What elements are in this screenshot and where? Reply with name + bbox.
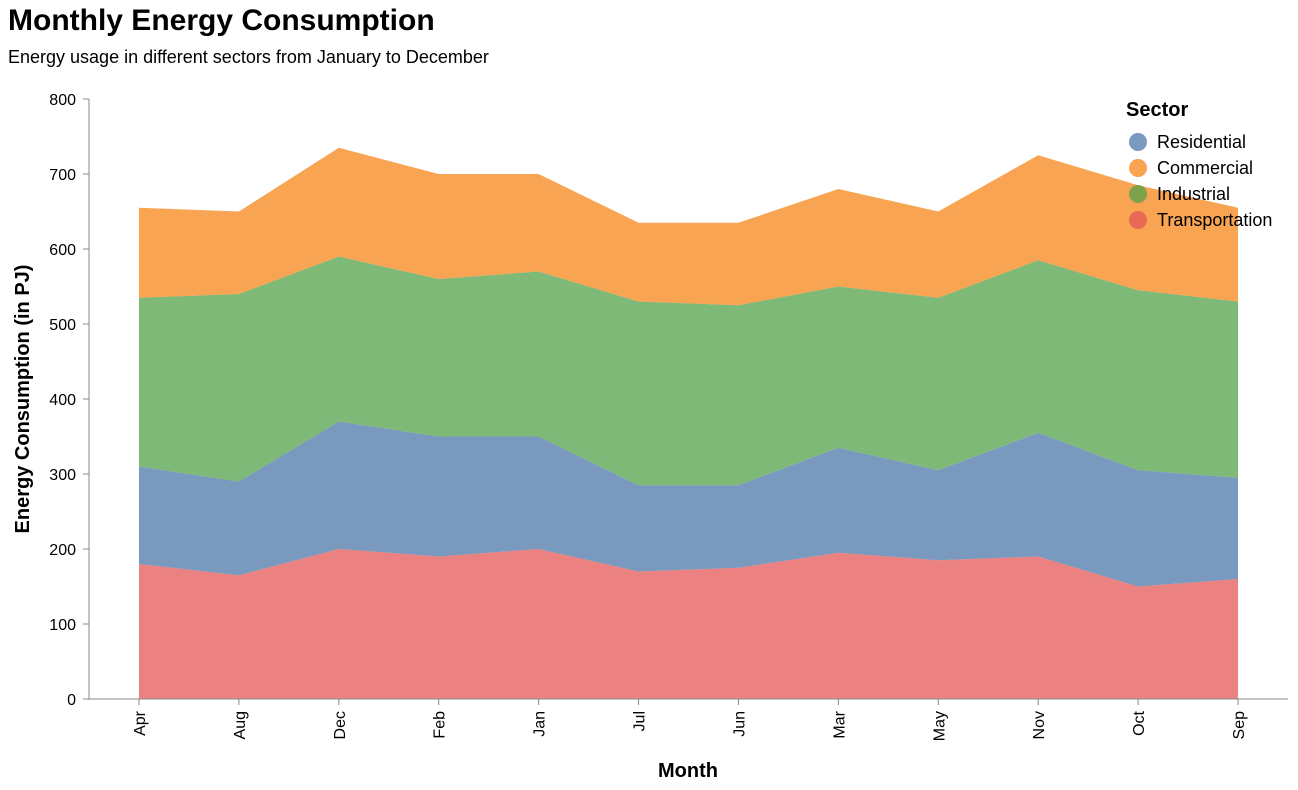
y-tick-label: 500 xyxy=(49,317,76,334)
areas-layer xyxy=(139,147,1238,699)
legend-label: Residential xyxy=(1157,132,1246,152)
area-industrial xyxy=(139,256,1238,486)
x-tick-label: Aug xyxy=(232,711,249,739)
y-tick-label: 800 xyxy=(49,92,76,109)
x-tick-label: Jun xyxy=(731,711,748,737)
y-tick-label: 600 xyxy=(49,242,76,259)
y-tick-label: 200 xyxy=(49,542,76,559)
legend-swatch xyxy=(1129,159,1147,177)
chart-subtitle: Energy usage in different sectors from J… xyxy=(8,47,489,67)
chart-title: Monthly Energy Consumption xyxy=(8,4,435,37)
x-tick-label: Jan xyxy=(532,711,549,737)
legend-swatch xyxy=(1129,133,1147,151)
x-tick-label: Feb xyxy=(432,711,449,739)
x-tick-label: Oct xyxy=(1131,710,1148,735)
legend-title: Sector xyxy=(1126,99,1188,121)
y-tick-label: 400 xyxy=(49,392,76,409)
x-tick-label: Dec xyxy=(332,711,349,739)
y-tick-label: 300 xyxy=(49,467,76,484)
legend-label: Industrial xyxy=(1157,184,1230,204)
legend: Sector Residential Commercial Industrial Tr… xyxy=(1126,99,1272,230)
x-tick-label: Nov xyxy=(1031,711,1048,739)
legend-swatch xyxy=(1129,211,1147,229)
area-residential xyxy=(139,421,1238,587)
legend-label: Commercial xyxy=(1157,158,1253,178)
area-transportation xyxy=(139,549,1238,699)
y-tick-label: 100 xyxy=(49,617,76,634)
y-tick-label: 0 xyxy=(67,692,76,709)
y-tick-label: 700 xyxy=(49,167,76,184)
legend-swatch xyxy=(1129,185,1147,203)
x-tick-label: Sep xyxy=(1231,711,1248,740)
x-tick-label: Apr xyxy=(132,710,149,736)
y-axis-title: Energy Consumption (in PJ) xyxy=(12,265,34,534)
x-tick-label: May xyxy=(931,711,948,741)
x-tick-label: Jul xyxy=(632,711,649,731)
legend-label: Transportation xyxy=(1157,210,1272,230)
area-commercial xyxy=(139,147,1238,306)
axes-layer: 0 100 200 300 400 500 600 700 800 Apr Aug Dec Feb Jan… xyxy=(49,92,1288,741)
x-tick-label: Mar xyxy=(831,710,848,738)
x-axis-title: Month xyxy=(658,760,718,782)
